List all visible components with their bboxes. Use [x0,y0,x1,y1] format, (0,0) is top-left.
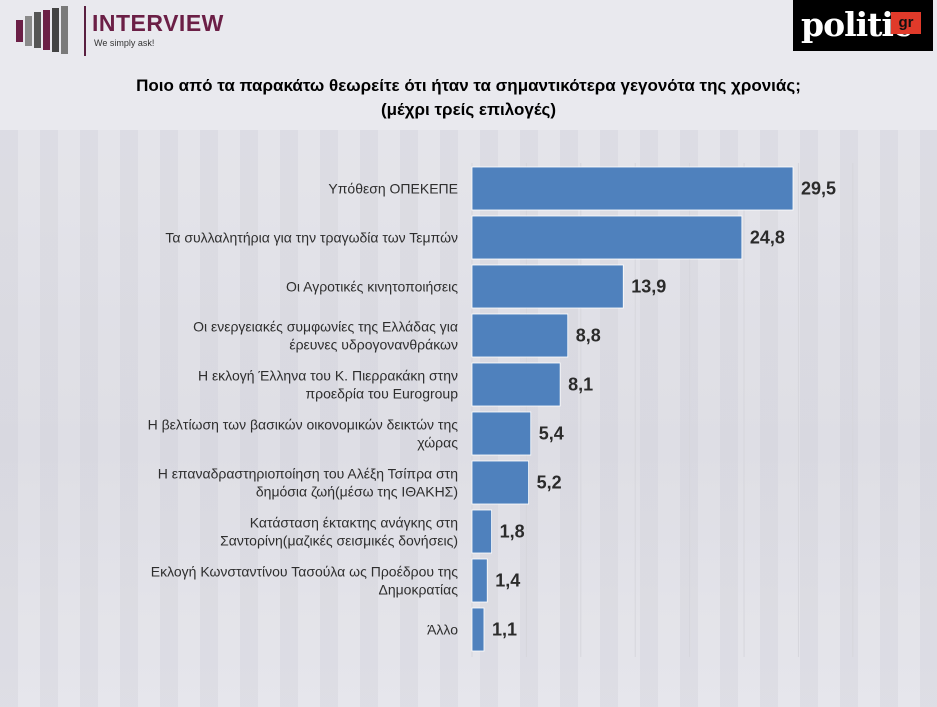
category-label: Η βελτίωση των βασικών οικονομικών δεικτ… [148,417,459,451]
category-label: Τα συλλαλητήρια για την τραγωδία των Τεμ… [165,230,458,246]
category-label-line: Η εκλογή Έλληνα του Κ. Πιερρακάκη στην [198,368,458,384]
logo-text: INTERVIEW [92,10,224,36]
bar [471,411,532,456]
data-label: 29,5 [801,179,836,199]
bar [471,313,569,358]
category-label-line: χώρας [417,435,458,451]
category-label-line: Η βελτίωση των βασικών οικονομικών δεικτ… [148,417,459,433]
data-label: 5,2 [537,473,562,493]
chart-title-line1: Ποιο από τα παρακάτω θεωρείτε ότι ήταν τ… [136,76,801,95]
bar [471,362,561,407]
category-label-line: έρευνες υδρογονανθράκων [289,337,458,353]
category-label-line: προεδρία του Eurogroup [305,386,458,402]
category-label-line: Οι Αγροτικές κινητοποιήσεις [286,279,458,295]
logo-tagline: We simply ask! [94,38,155,48]
logo-divider [84,6,86,56]
bar [471,460,529,505]
category-label-line: Οι ενεργειακές συμφωνίες της Ελλάδας για [193,319,458,335]
category-label-line: Η επαναδραστηριοποίηση του Αλέξη Τσίπρα … [158,466,458,482]
category-label: Οι Αγροτικές κινητοποιήσεις [286,279,458,295]
bar [471,166,794,211]
interview-logo: INTERVIEW We simply ask! [14,4,224,56]
politic-logo-badge: gr [891,12,921,34]
category-label: Η επαναδραστηριοποίηση του Αλέξη Τσίπρα … [158,466,458,500]
category-label: Οι ενεργειακές συμφωνίες της Ελλάδας για… [193,319,458,353]
category-label-line: δημόσια ζωή(μέσω της ΙΘΑΚΗΣ) [256,484,458,500]
category-label-line: Άλλο [427,622,458,638]
bar [471,264,624,309]
background-photo [0,130,937,707]
data-label: 1,4 [495,571,520,591]
data-label: 1,1 [492,620,517,640]
category-label: Άλλο [427,622,458,638]
category-label-line: Κατάσταση έκτακτης ανάγκης στη [250,515,458,531]
bar [471,607,485,652]
data-label: 13,9 [631,277,666,297]
data-label: 8,8 [576,326,601,346]
logo-bars-icon [16,6,68,54]
category-label-line: Δημοκρατίας [378,582,458,598]
bar [471,509,492,554]
category-label: Εκλογή Κωνσταντίνου Τασούλα ως Προέδρου … [151,564,459,598]
data-label: 5,4 [539,424,564,444]
category-label-line: Υπόθεση ΟΠΕΚΕΠΕ [328,181,458,197]
chart-title-line2: (μέχρι τρείς επιλογές) [380,100,556,119]
data-label: 1,8 [500,522,525,542]
category-label-line: Σαντορίνη(μαζικές σεισμικές δονήσεις) [220,533,458,549]
chart-title: Ποιο από τα παρακάτω θεωρείτε ότι ήταν τ… [0,74,937,122]
bar [471,215,743,260]
category-label: Η εκλογή Έλληνα του Κ. Πιερρακάκη στην πρ… [198,368,458,402]
category-label-line: Τα συλλαλητήρια για την τραγωδία των Τεμ… [165,230,458,246]
politic-logo: politic gr [793,0,933,51]
data-label: 8,1 [568,375,593,395]
category-label: Κατάσταση έκτακτης ανάγκης στη Σαντορίνη(… [220,515,458,549]
data-label: 24,8 [750,228,785,248]
category-label: Υπόθεση ΟΠΕΚΕΠΕ [328,181,458,197]
category-label-line: Εκλογή Κωνσταντίνου Τασούλα ως Προέδρου … [151,564,459,580]
bar [471,558,488,603]
